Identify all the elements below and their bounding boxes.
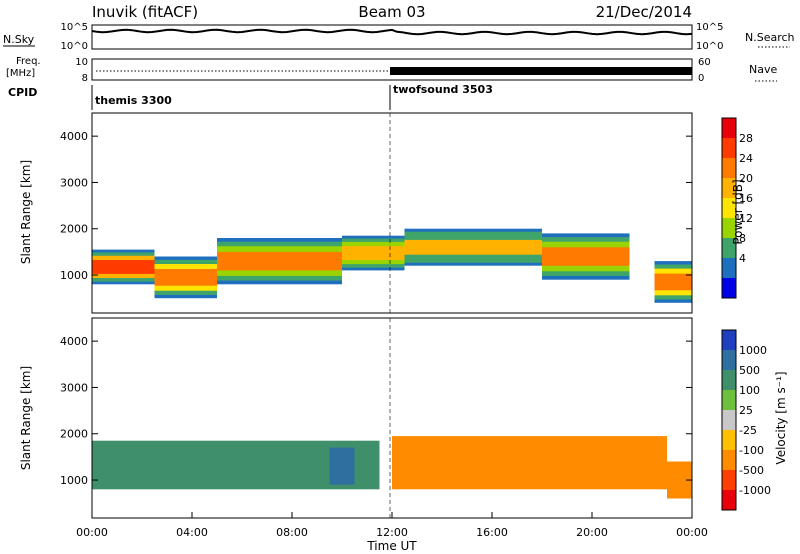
velocity-colorbar-tick-3: 25 — [739, 404, 753, 417]
power-band-4-layer-3 — [404, 239, 542, 255]
velocity-colorbar: 1000 500 100 25 -25 -100 -500 -1000 — [721, 329, 771, 511]
velocity-ytick-label-1: 2000 — [60, 428, 88, 441]
velocity-yticks: 1000 2000 3000 4000 — [60, 335, 692, 487]
velocity-bands — [92, 436, 692, 499]
power-colorbar-segment-4 — [722, 198, 736, 219]
power-colorbar-segment-2 — [722, 158, 736, 179]
power-band-5-layer-3 — [542, 247, 630, 266]
nsearch-label: N.Search — [745, 31, 795, 44]
velocity-ytick-label-3: 4000 — [60, 335, 88, 348]
time-tick-label-4: 16:00 — [476, 526, 508, 539]
time-tick-label-3: 12:00 — [376, 526, 408, 539]
station-title: Inuvik (fitACF) — [92, 3, 198, 21]
power-colorbar-segment-3 — [722, 178, 736, 199]
nsearch-tick-top: 10^5 — [696, 22, 723, 33]
nsky-trace — [91, 28, 693, 36]
power-colorbar-tick-2: 20 — [739, 172, 753, 185]
power-yticks: 1000 2000 3000 4000 — [60, 130, 692, 282]
power-ylabel: Slant Range [km] — [19, 160, 33, 264]
cpid-label: CPID — [8, 86, 37, 99]
power-colorbar-tick-5: 8 — [739, 232, 746, 245]
power-band-0-layer-3 — [92, 260, 155, 274]
nsky-tick-bottom: 10^0 — [61, 41, 88, 52]
velocity-band-1 — [329, 447, 355, 485]
velocity-colorbar-tick-1: 500 — [739, 364, 760, 377]
freq-tick-bottom: 8 — [82, 73, 88, 84]
velocity-colorbar-segment-3 — [722, 390, 736, 411]
power-panel-frame — [91, 112, 693, 314]
velocity-colorbar-tick-5: -100 — [739, 444, 764, 457]
velocity-ytick-label-2: 3000 — [60, 381, 88, 394]
date-title: 21/Dec/2014 — [596, 3, 692, 21]
power-band-3-layer-3 — [342, 246, 405, 260]
power-band-2-layer-3 — [217, 251, 342, 271]
velocity-band-2 — [392, 436, 667, 490]
velocity-colorbar-segment-7 — [722, 470, 736, 491]
velocity-colorbar-frame — [721, 329, 737, 511]
time-tick-label-2: 08:00 — [276, 526, 308, 539]
freq-tick-top: 10 — [75, 57, 88, 68]
freq-unit: [MHz] — [6, 68, 35, 79]
velocity-colorbar-segment-1 — [722, 350, 736, 371]
velocity-colorbar-segment-2 — [722, 370, 736, 391]
velocity-colorbar-segment-8 — [722, 490, 736, 511]
nave-tick-bottom: 0 — [698, 73, 704, 84]
power-colorbar-tick-4: 12 — [739, 212, 753, 225]
power-colorbar: 28 24 20 16 12 8 4 — [721, 117, 753, 299]
freq-label: Freq. — [16, 56, 41, 67]
velocity-colorbar-tick-6: -500 — [739, 464, 764, 477]
time-tick-label-1: 04:00 — [176, 526, 208, 539]
beam-title: Beam 03 — [358, 3, 425, 21]
power-colorbar-tick-3: 16 — [739, 192, 753, 205]
time-tick-label-0: 00:00 — [76, 526, 108, 539]
power-colorbar-tick-1: 24 — [739, 152, 753, 165]
velocity-colorbar-segment-5 — [722, 430, 736, 451]
power-ytick-label-1: 2000 — [60, 223, 88, 236]
nsky-tick-top: 10^5 — [61, 22, 88, 33]
velocity-colorbar-segment-0 — [722, 330, 736, 351]
nsky-label: N.Sky — [3, 33, 35, 46]
power-ytick-label-2: 3000 — [60, 176, 88, 189]
power-band-1-layer-3 — [154, 269, 217, 286]
nave-tick-top: 60 — [698, 57, 711, 68]
power-ytick-label-0: 1000 — [60, 269, 88, 282]
power-colorbar-segment-1 — [722, 138, 736, 159]
velocity-colorbar-segment-6 — [722, 450, 736, 471]
power-colorbar-tick-0: 28 — [739, 132, 753, 145]
velocity-colorbar-label: Velocity [m s⁻¹] — [774, 371, 788, 464]
power-colorbar-label: Power [dB] — [731, 179, 745, 244]
time-tick-label-6: 00:00 — [676, 526, 708, 539]
velocity-colorbar-tick-4: -25 — [739, 424, 757, 437]
power-band-6-layer-3 — [654, 273, 692, 291]
power-colorbar-segment-6 — [722, 238, 736, 259]
nave-label: Nave — [749, 63, 777, 76]
velocity-ylabel: Slant Range [km] — [19, 366, 33, 470]
time-axis-label: Time UT — [366, 539, 417, 553]
power-colorbar-segment-5 — [722, 218, 736, 239]
nave-trace-2 — [390, 67, 692, 75]
power-colorbar-tick-6: 4 — [739, 252, 746, 265]
cpid-segment-1: themis 3300 — [95, 94, 172, 107]
time-axis: 00:00 04:00 08:00 12:00 16:00 20:00 00:00 — [76, 512, 708, 539]
velocity-colorbar-tick-7: -1000 — [739, 484, 771, 497]
velocity-colorbar-tick-2: 100 — [739, 384, 760, 397]
time-tick-label-5: 20:00 — [576, 526, 608, 539]
power-colorbar-frame — [721, 117, 737, 299]
velocity-colorbar-segment-4 — [722, 410, 736, 431]
power-colorbar-segment-8 — [722, 278, 736, 299]
nsearch-tick-bottom: 10^0 — [696, 41, 723, 52]
velocity-colorbar-tick-0: 1000 — [739, 344, 767, 357]
power-colorbar-segment-7 — [722, 258, 736, 279]
velocity-ytick-label-0: 1000 — [60, 474, 88, 487]
cpid-segment-2: twofsound 3503 — [393, 83, 493, 96]
power-ytick-label-3: 4000 — [60, 130, 88, 143]
power-colorbar-segment-0 — [722, 118, 736, 139]
nsky-panel — [91, 24, 693, 50]
power-bands — [92, 228, 692, 303]
